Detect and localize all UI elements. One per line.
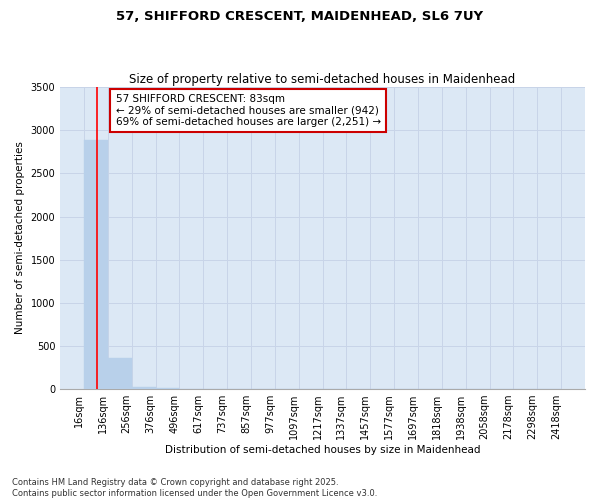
Y-axis label: Number of semi-detached properties: Number of semi-detached properties xyxy=(15,142,25,334)
Title: Size of property relative to semi-detached houses in Maidenhead: Size of property relative to semi-detach… xyxy=(130,73,516,86)
Bar xyxy=(131,387,155,389)
Bar xyxy=(108,358,131,389)
Text: 57, SHIFFORD CRESCENT, MAIDENHEAD, SL6 7UY: 57, SHIFFORD CRESCENT, MAIDENHEAD, SL6 7… xyxy=(116,10,484,23)
Text: 57 SHIFFORD CRESCENT: 83sqm
← 29% of semi-detached houses are smaller (942)
69% : 57 SHIFFORD CRESCENT: 83sqm ← 29% of sem… xyxy=(116,94,381,128)
X-axis label: Distribution of semi-detached houses by size in Maidenhead: Distribution of semi-detached houses by … xyxy=(165,445,481,455)
Bar xyxy=(155,388,179,389)
Bar xyxy=(84,140,108,389)
Text: Contains HM Land Registry data © Crown copyright and database right 2025.
Contai: Contains HM Land Registry data © Crown c… xyxy=(12,478,377,498)
